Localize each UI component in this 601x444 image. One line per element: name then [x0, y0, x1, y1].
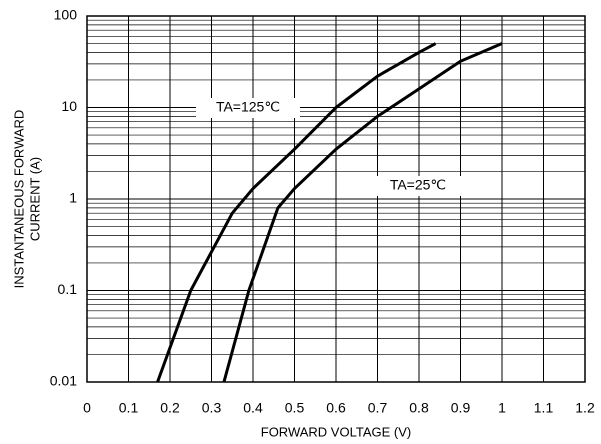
x-tick-label: 0.5 — [285, 400, 305, 416]
x-tick-label: 1.1 — [534, 400, 554, 416]
y-tick-label: 0.01 — [50, 373, 77, 389]
label-background — [366, 176, 470, 196]
plot-frame — [86, 15, 586, 383]
x-tick-label: 0.6 — [326, 400, 346, 416]
y-axis-title-line: CURRENT (A) — [27, 157, 42, 241]
series-line — [222, 42, 503, 383]
y-tick-label: 1 — [69, 190, 77, 206]
x-tick-label: 1.2 — [575, 400, 595, 416]
y-tick-label: 10 — [61, 98, 77, 114]
x-tick-label: 0.4 — [243, 400, 263, 416]
series-label: TA=125℃ — [216, 99, 280, 115]
x-tick-label: 0.2 — [160, 400, 180, 416]
y-axis-title: INSTANTANEOUS FORWARD CURRENT (A) — [11, 110, 42, 289]
x-tick-label: 1 — [498, 400, 506, 416]
x-tick-label: 0.7 — [368, 400, 388, 416]
x-tick-label: 0.8 — [409, 400, 429, 416]
series-line — [156, 42, 437, 383]
x-tick-label: 0.1 — [119, 400, 139, 416]
y-axis-title-line: INSTANTANEOUS FORWARD — [11, 110, 26, 289]
x-tick-label: 0.9 — [451, 400, 471, 416]
series-label: TA=25℃ — [390, 177, 446, 193]
y-tick-label: 0.1 — [58, 281, 78, 297]
x-tick-label: 0 — [83, 400, 91, 416]
y-tick-label: 100 — [54, 7, 78, 23]
x-axis-title: FORWARD VOLTAGE (V) — [261, 424, 411, 439]
x-tick-label: 0.3 — [202, 400, 222, 416]
label-background — [196, 98, 300, 118]
